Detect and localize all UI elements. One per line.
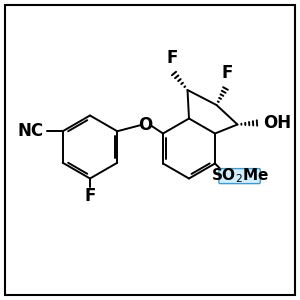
Text: O: O xyxy=(138,116,153,134)
Text: F: F xyxy=(221,64,233,82)
FancyBboxPatch shape xyxy=(219,169,260,184)
Text: NC: NC xyxy=(18,122,44,140)
Text: F: F xyxy=(84,187,96,205)
Text: SO$_2$Me: SO$_2$Me xyxy=(211,167,269,185)
Text: OH: OH xyxy=(264,114,292,132)
Text: F: F xyxy=(167,49,178,67)
